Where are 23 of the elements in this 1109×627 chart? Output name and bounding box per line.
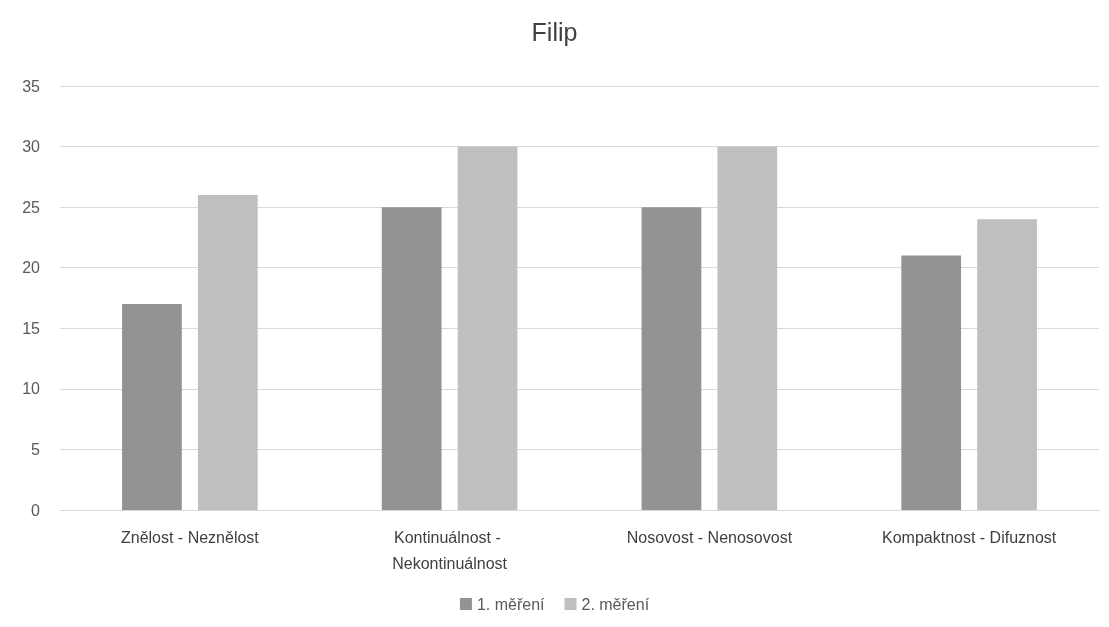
bar <box>122 304 182 510</box>
x-tick-label: Kontinuálnost - Nekontinuálnost <box>392 528 508 572</box>
y-tick-label: 30 <box>22 138 41 156</box>
bar <box>381 207 442 510</box>
y-tick-label: 35 <box>22 77 41 95</box>
x-tick-label: Znělost - Neznělost <box>120 528 260 546</box>
y-tick-label: 25 <box>22 198 41 216</box>
bar <box>717 146 778 510</box>
x-tick-label: Kompaktnost - Difuznost <box>881 528 1057 546</box>
y-tick-label: 0 <box>31 501 41 519</box>
chart-title: Filip <box>531 17 578 46</box>
bar <box>901 255 962 510</box>
y-tick-label: 10 <box>22 380 41 398</box>
legend-label: 1. měření <box>476 595 546 613</box>
y-tick-label: 5 <box>31 440 41 458</box>
legend-label: 2. měření <box>581 595 650 613</box>
bar <box>197 195 258 510</box>
bar <box>641 207 702 510</box>
bar <box>977 219 1037 510</box>
y-tick-label: 20 <box>22 259 41 277</box>
x-tick-label: Nosovost - Nenosovost <box>626 528 793 546</box>
bar <box>457 146 518 510</box>
y-tick-label: 15 <box>22 319 41 337</box>
